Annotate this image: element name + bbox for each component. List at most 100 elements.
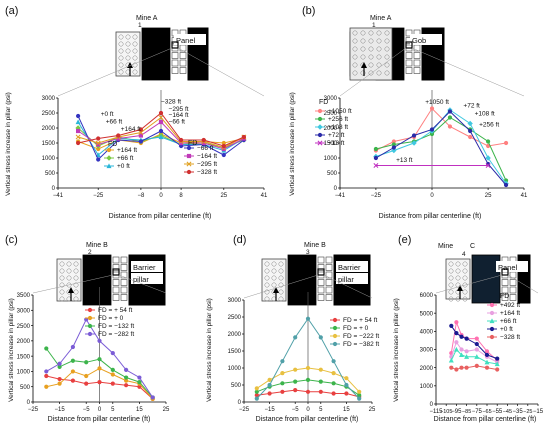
legend-title-e: FD — [500, 293, 509, 300]
data-point-d-1 — [254, 389, 259, 394]
rock-texture-a — [132, 41, 138, 47]
rock-texture-e — [448, 282, 454, 288]
rock-texture-b — [352, 30, 358, 36]
data-point-d-0 — [267, 391, 272, 396]
plan-label-e: Panel — [498, 263, 518, 272]
y-axis-label-a: Vertical stress increase in pillar (psi) — [5, 92, 12, 196]
data-point-e-2 — [448, 357, 454, 363]
data-point-d-3 — [267, 382, 272, 388]
north-arrow-head-d — [273, 287, 279, 293]
data-point-e-4 — [474, 363, 479, 368]
x-tick-label-b: 25 — [485, 193, 492, 199]
data-point-e-3 — [449, 323, 454, 328]
series-line-e-2 — [450, 348, 498, 365]
y-tick-label-e: 3000 — [420, 348, 434, 354]
rock-texture-b — [368, 46, 374, 52]
pillar-cell-d — [325, 279, 333, 286]
annotation-b: +13 ft — [396, 157, 413, 164]
data-point-b-2 — [391, 147, 397, 154]
legend-entry-b: +256 ft — [328, 116, 348, 123]
y-tick-label-c: 1000 — [17, 370, 31, 376]
rock-texture-a — [132, 34, 138, 40]
y-tick-label-d: 2500 — [228, 315, 242, 321]
pillar-cell-b — [405, 67, 413, 74]
data-point-d-0 — [280, 389, 285, 394]
rock-texture-d — [271, 282, 277, 288]
data-point-a-6 — [241, 134, 247, 140]
y-tick-label-e: 0 — [430, 402, 434, 408]
rock-texture-d — [278, 268, 284, 274]
x-tick-label-c: −5 — [83, 407, 91, 413]
data-point-d-3 — [254, 396, 259, 401]
y-tick-label-d: 1500 — [228, 349, 242, 355]
pillar-cell-c — [120, 256, 128, 264]
data-point-a-6 — [116, 133, 121, 138]
data-point-a-6 — [138, 127, 144, 132]
rock-texture-b — [352, 46, 358, 52]
data-point-c-1 — [70, 369, 75, 374]
data-point-e-3 — [464, 336, 469, 341]
data-point-d-0 — [305, 389, 311, 394]
y-tick-label-b: 500 — [327, 171, 338, 177]
rock-texture-d — [271, 268, 277, 274]
data-point-b-1 — [391, 142, 396, 147]
data-point-a-4 — [138, 133, 144, 138]
data-point-b-2 — [467, 120, 473, 127]
data-point-e-0 — [474, 336, 479, 341]
rock-texture-e — [462, 289, 468, 295]
rock-texture-b — [376, 70, 382, 76]
series-line-b-3 — [375, 110, 507, 186]
x-tick-label-c: 5 — [111, 407, 115, 413]
x-tick-label-c: −15 — [55, 407, 66, 413]
data-point-d-0 — [344, 391, 349, 396]
data-point-a-3 — [221, 152, 226, 158]
plan-label-box-a — [174, 34, 206, 45]
annotation-b: +256 ft — [479, 122, 499, 129]
rock-texture-b — [376, 30, 382, 36]
rock-texture-b — [352, 54, 358, 60]
rock-texture-c — [73, 296, 79, 302]
mined-block-a — [141, 27, 171, 81]
pillar-cell-d — [317, 286, 325, 294]
legend-entry-b: +1050 ft — [328, 108, 352, 115]
legend-title-a: FD — [108, 141, 117, 148]
rock-texture-d — [278, 282, 284, 288]
zoom-line-left-c — [32, 274, 114, 294]
pillar-cell-d — [317, 279, 325, 286]
y-axis-label-b: Vertical stress increase in pillar (psi) — [289, 92, 296, 196]
annotation-a: +66 ft — [106, 119, 123, 126]
data-point-a-2 — [75, 119, 81, 125]
plan-label-box-b — [410, 34, 442, 45]
pillar-cell-e — [501, 286, 509, 294]
data-point-c-2 — [44, 346, 49, 351]
data-point-b-0 — [429, 106, 435, 111]
rock-texture-c — [73, 289, 79, 295]
legend-marker-c — [87, 307, 93, 313]
data-point-d-1 — [280, 381, 285, 386]
x-tick-label-c: 15 — [136, 407, 143, 413]
data-point-b-0 — [468, 134, 473, 140]
rock-texture-d — [271, 261, 277, 267]
data-point-d-3 — [280, 359, 285, 364]
pillar-cell-e — [509, 271, 517, 279]
data-point-d-0 — [293, 388, 298, 393]
plan-label-a: Panel — [176, 36, 196, 45]
x-tick-label-c: −25 — [28, 407, 39, 413]
x-tick-label-d: −5 — [292, 407, 300, 413]
data-point-b-1 — [485, 139, 491, 144]
pillar-cell-e — [501, 294, 509, 301]
rock-texture-c — [66, 275, 72, 281]
panel-d: (d) Barrier pillar Mine B3 0 500 1000 1500 2000 2… — [206, 234, 379, 423]
data-point-a-3 — [138, 139, 144, 144]
pillar-cell-d — [325, 286, 333, 294]
data-point-b-3 — [468, 128, 473, 134]
pillar-cell-d — [325, 271, 333, 279]
data-point-e-0 — [454, 320, 459, 325]
x-tick-label-d: 0 — [306, 407, 310, 413]
x-tick-label-e: −15 — [533, 409, 544, 415]
data-point-a-6 — [221, 143, 226, 149]
rock-texture-d — [278, 296, 284, 302]
rock-texture-c — [73, 268, 79, 274]
rock-texture-c — [59, 275, 65, 281]
